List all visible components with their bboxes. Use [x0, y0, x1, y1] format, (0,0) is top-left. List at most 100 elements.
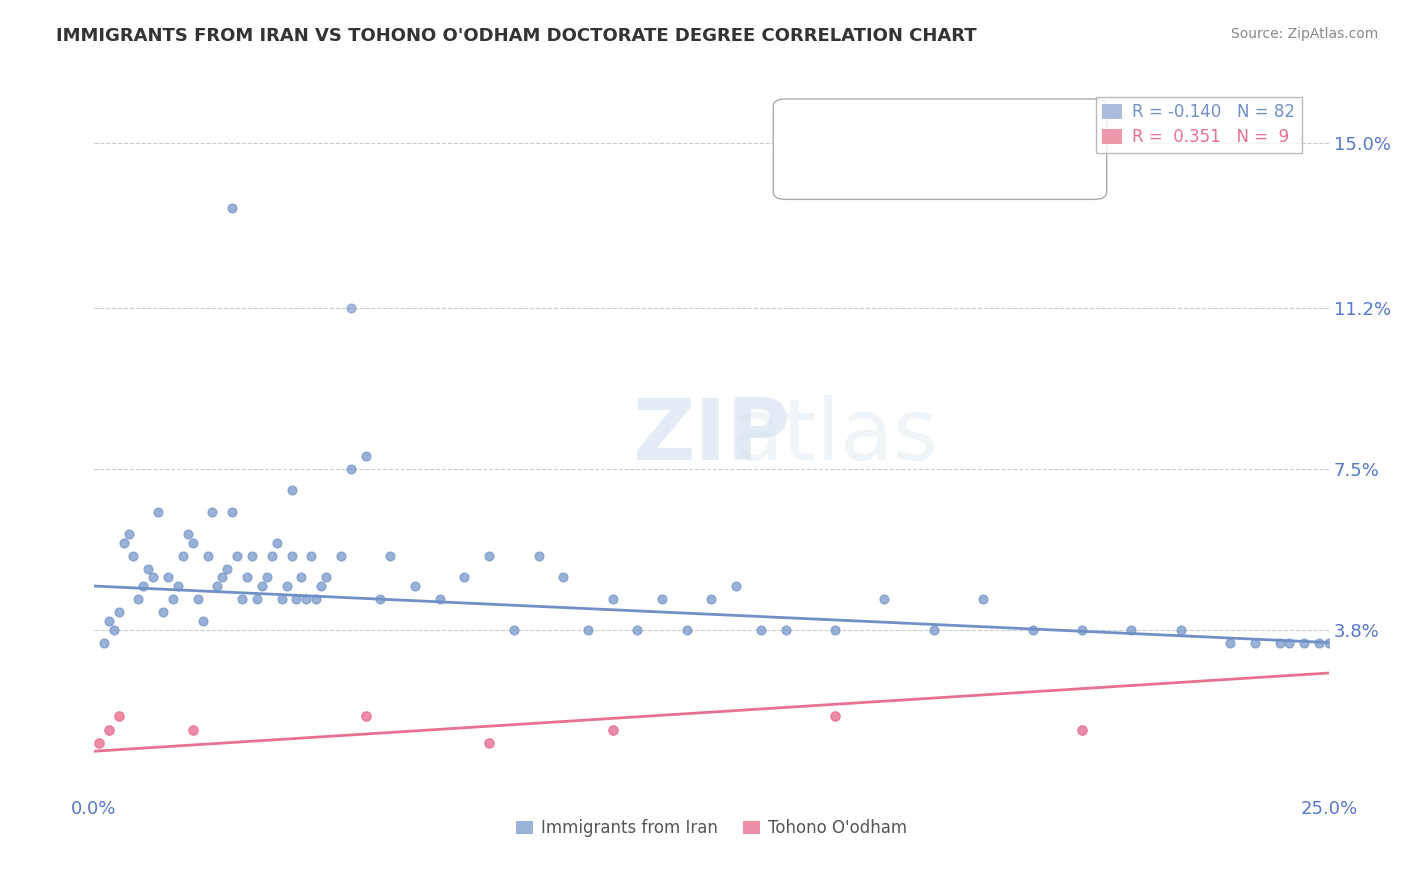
Point — [675, 623, 697, 637]
Point — [280, 549, 302, 563]
Point — [478, 735, 501, 749]
Point — [87, 735, 110, 749]
Point — [404, 579, 426, 593]
Text: atlas: atlas — [731, 394, 939, 477]
Legend: Immigrants from Iran, Tohono O'odham: Immigrants from Iran, Tohono O'odham — [509, 813, 914, 844]
Point — [354, 449, 377, 463]
Point — [231, 592, 253, 607]
Point — [181, 535, 204, 549]
Point — [527, 549, 550, 563]
Point — [1308, 635, 1330, 649]
Point — [236, 570, 259, 584]
Point — [201, 505, 224, 519]
Point — [191, 614, 214, 628]
Point — [602, 723, 624, 737]
Point — [329, 549, 352, 563]
Point — [1268, 635, 1291, 649]
Point — [142, 570, 165, 584]
Point — [824, 623, 846, 637]
Point — [276, 579, 298, 593]
Point — [1071, 623, 1094, 637]
Point — [502, 623, 524, 637]
Point — [152, 605, 174, 619]
Point — [157, 570, 180, 584]
Point — [873, 592, 896, 607]
Point — [240, 549, 263, 563]
Point — [1071, 723, 1094, 737]
Point — [246, 592, 269, 607]
Text: ZIP: ZIP — [633, 394, 790, 477]
Point — [207, 579, 229, 593]
Point — [211, 570, 233, 584]
Point — [197, 549, 219, 563]
Point — [127, 592, 149, 607]
Point — [103, 623, 125, 637]
Point — [187, 592, 209, 607]
Point — [107, 605, 129, 619]
Point — [270, 592, 292, 607]
Point — [1170, 623, 1192, 637]
Point — [824, 709, 846, 723]
Point — [107, 709, 129, 723]
Point — [576, 623, 599, 637]
Point — [280, 483, 302, 498]
Point — [309, 579, 332, 593]
Point — [305, 592, 328, 607]
Point — [700, 592, 723, 607]
Point — [181, 723, 204, 737]
Point — [1317, 635, 1340, 649]
Point — [167, 579, 190, 593]
Point — [340, 301, 363, 315]
Point — [221, 505, 243, 519]
Point — [266, 535, 288, 549]
Point — [626, 623, 648, 637]
Point — [256, 570, 278, 584]
Point — [1278, 635, 1301, 649]
Point — [290, 570, 312, 584]
Point — [453, 570, 475, 584]
Point — [93, 635, 115, 649]
Point — [354, 709, 377, 723]
Point — [226, 549, 249, 563]
Point — [217, 562, 239, 576]
Text: Source: ZipAtlas.com: Source: ZipAtlas.com — [1230, 27, 1378, 41]
Point — [478, 549, 501, 563]
Point — [380, 549, 402, 563]
Point — [602, 592, 624, 607]
Point — [260, 549, 283, 563]
Point — [122, 549, 145, 563]
Point — [651, 592, 673, 607]
Point — [553, 570, 575, 584]
Point — [749, 623, 772, 637]
Point — [177, 527, 200, 541]
Point — [775, 623, 797, 637]
Point — [221, 201, 243, 215]
FancyBboxPatch shape — [773, 99, 1107, 200]
Point — [162, 592, 184, 607]
Point — [1244, 635, 1267, 649]
Point — [1121, 623, 1143, 637]
Point — [250, 579, 273, 593]
Point — [172, 549, 194, 563]
Point — [315, 570, 337, 584]
Point — [340, 461, 363, 475]
Point — [1219, 635, 1241, 649]
Point — [132, 579, 155, 593]
Point — [117, 527, 139, 541]
Point — [299, 549, 322, 563]
Point — [1294, 635, 1316, 649]
Point — [725, 579, 748, 593]
Point — [370, 592, 392, 607]
Point — [97, 723, 120, 737]
Point — [97, 614, 120, 628]
Point — [972, 592, 994, 607]
Point — [112, 535, 135, 549]
Point — [922, 623, 945, 637]
Point — [295, 592, 318, 607]
Text: IMMIGRANTS FROM IRAN VS TOHONO O'ODHAM DOCTORATE DEGREE CORRELATION CHART: IMMIGRANTS FROM IRAN VS TOHONO O'ODHAM D… — [56, 27, 977, 45]
Point — [136, 562, 159, 576]
Point — [429, 592, 451, 607]
Point — [1021, 623, 1043, 637]
Point — [285, 592, 308, 607]
Point — [146, 505, 169, 519]
